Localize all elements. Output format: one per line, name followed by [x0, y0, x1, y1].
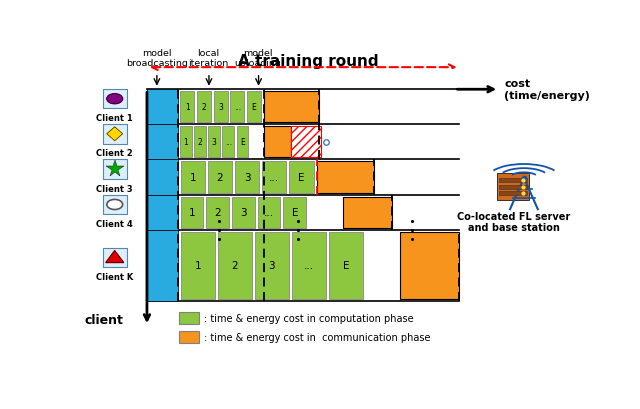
- Text: E: E: [292, 208, 298, 218]
- Bar: [195, 126, 206, 158]
- Bar: [147, 160, 178, 195]
- Bar: [179, 331, 199, 344]
- Bar: [179, 312, 199, 325]
- Bar: [147, 90, 178, 125]
- Circle shape: [107, 94, 123, 105]
- Text: A training round: A training round: [238, 54, 378, 69]
- Bar: [208, 162, 232, 193]
- Bar: [499, 179, 527, 183]
- Bar: [237, 126, 248, 158]
- Text: 3: 3: [240, 208, 247, 218]
- Text: 3: 3: [218, 103, 223, 112]
- Text: 1: 1: [195, 261, 201, 271]
- Text: ...: ...: [264, 208, 274, 218]
- Text: 1: 1: [189, 208, 195, 218]
- Bar: [255, 232, 289, 299]
- Text: 2: 2: [214, 208, 221, 218]
- Text: 2: 2: [198, 138, 202, 147]
- Text: Client 2: Client 2: [97, 149, 133, 158]
- Text: model
broadcasting: model broadcasting: [126, 49, 188, 68]
- Bar: [258, 197, 280, 229]
- Text: ...: ...: [304, 261, 314, 271]
- Bar: [103, 90, 127, 109]
- Text: ...: ...: [234, 103, 241, 112]
- Bar: [232, 197, 255, 229]
- Text: 2: 2: [202, 103, 206, 112]
- Bar: [292, 232, 326, 299]
- Bar: [103, 160, 127, 180]
- Bar: [262, 162, 287, 193]
- Bar: [209, 126, 220, 158]
- Text: E: E: [240, 138, 244, 147]
- Text: Client 4: Client 4: [97, 220, 133, 229]
- Text: local
iteration: local iteration: [188, 49, 228, 68]
- Bar: [289, 162, 314, 193]
- Text: 1: 1: [185, 103, 189, 112]
- Bar: [499, 191, 527, 196]
- Circle shape: [107, 200, 123, 210]
- Text: 3: 3: [212, 138, 216, 147]
- Bar: [264, 92, 319, 123]
- Bar: [214, 92, 228, 123]
- Bar: [284, 197, 306, 229]
- Polygon shape: [106, 251, 124, 263]
- Text: E: E: [298, 173, 305, 182]
- Text: E: E: [252, 103, 257, 112]
- Bar: [291, 126, 321, 158]
- Bar: [180, 197, 204, 229]
- Bar: [497, 173, 529, 200]
- Bar: [147, 231, 178, 301]
- Bar: [235, 162, 259, 193]
- Bar: [223, 126, 234, 158]
- Text: ...: ...: [225, 138, 232, 147]
- Bar: [147, 125, 178, 160]
- Bar: [147, 195, 178, 231]
- Bar: [180, 126, 192, 158]
- Bar: [206, 197, 229, 229]
- Text: client: client: [85, 313, 124, 326]
- Text: 1: 1: [184, 138, 188, 147]
- Bar: [180, 232, 215, 299]
- Text: ...: ...: [269, 173, 280, 182]
- Bar: [197, 92, 211, 123]
- Text: cost
(time/energy): cost (time/energy): [504, 79, 590, 101]
- Bar: [343, 197, 392, 229]
- Bar: [180, 162, 205, 193]
- Polygon shape: [107, 128, 123, 142]
- Text: : time & energy cost in  communication phase: : time & energy cost in communication ph…: [204, 332, 431, 342]
- Bar: [400, 232, 460, 299]
- Text: 1: 1: [189, 173, 196, 182]
- Bar: [103, 248, 127, 267]
- Bar: [103, 195, 127, 215]
- Text: 2: 2: [217, 173, 223, 182]
- Text: 2: 2: [232, 261, 238, 271]
- Text: 3: 3: [244, 173, 250, 182]
- Text: 3: 3: [269, 261, 275, 271]
- Bar: [180, 92, 195, 123]
- Text: Co-located FL server
and base station: Co-located FL server and base station: [458, 211, 571, 233]
- Bar: [329, 232, 364, 299]
- Bar: [264, 126, 291, 158]
- Text: Client 3: Client 3: [97, 184, 133, 193]
- Text: Client K: Client K: [96, 272, 133, 281]
- Text: : time & energy cost in computation phase: : time & energy cost in computation phas…: [204, 313, 413, 324]
- Bar: [317, 162, 374, 193]
- Bar: [499, 185, 527, 189]
- Text: Client 1: Client 1: [97, 114, 133, 123]
- Bar: [103, 125, 127, 144]
- Bar: [247, 92, 261, 123]
- Bar: [230, 92, 244, 123]
- Bar: [218, 232, 252, 299]
- Text: model
uploading: model uploading: [234, 49, 281, 68]
- Text: E: E: [343, 261, 349, 271]
